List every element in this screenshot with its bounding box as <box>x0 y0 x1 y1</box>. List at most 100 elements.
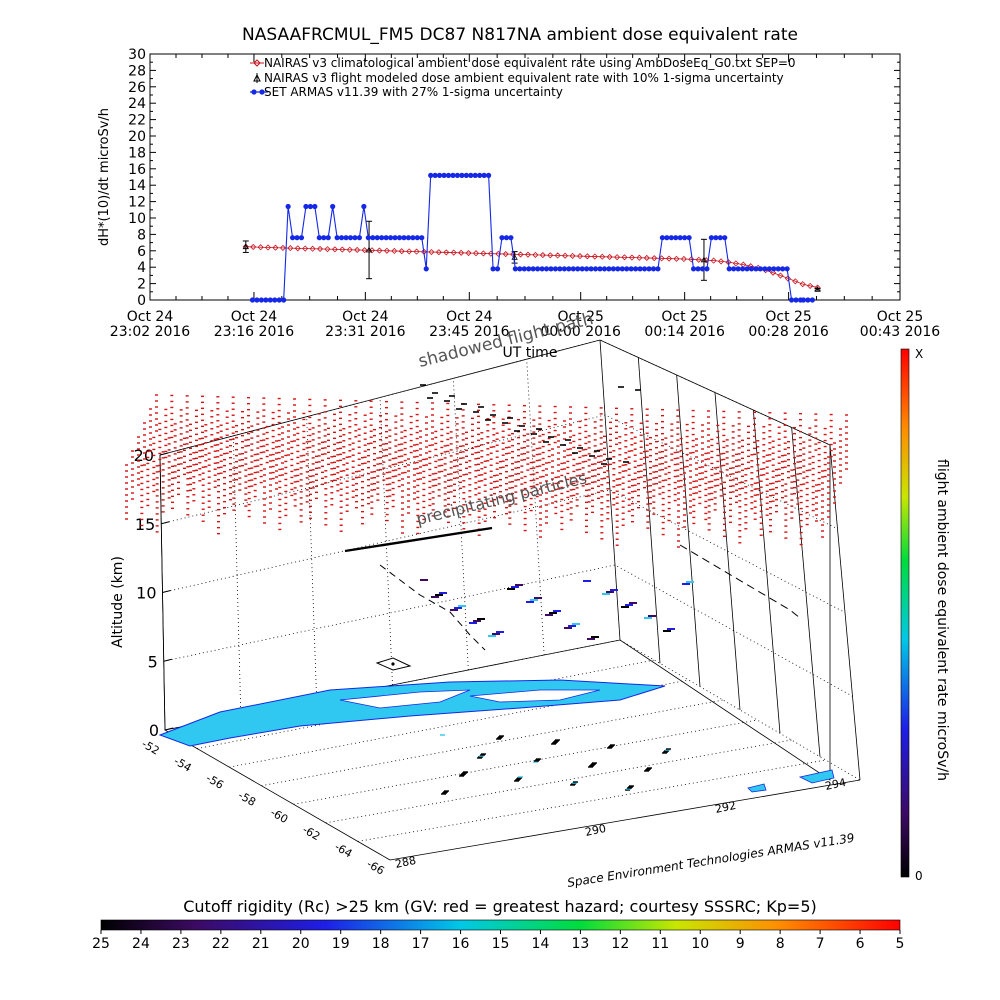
colorbar-tick-label: 13 <box>571 936 589 952</box>
altitude-axis: 0 5 10 15 20 <box>134 446 174 740</box>
data-point <box>443 249 450 256</box>
data-point <box>383 247 390 254</box>
data-point <box>370 235 376 241</box>
y-tick-label: 14 <box>128 178 146 194</box>
data-point <box>805 297 811 303</box>
data-point <box>621 254 628 261</box>
flight-path-shadow-markers <box>440 734 671 795</box>
data-point <box>321 235 327 241</box>
grid-line <box>452 378 469 671</box>
data-point <box>530 266 536 272</box>
dose-colored-markers <box>420 384 694 640</box>
data-point <box>521 266 527 272</box>
data-point <box>673 235 679 241</box>
data-point <box>494 266 501 272</box>
cruise-segment <box>344 526 493 553</box>
data-point <box>615 266 621 272</box>
data-point <box>257 244 264 251</box>
data-point <box>459 172 465 178</box>
data-point <box>739 266 746 272</box>
rigidity-colorbar <box>100 919 901 931</box>
x-tick-label-time: 23:16 2016 <box>214 324 295 340</box>
data-point <box>807 282 814 289</box>
data-point <box>428 248 435 256</box>
y-tick-label: 18 <box>128 145 146 161</box>
data-point <box>576 253 584 260</box>
longitude-tick-label: 292 <box>714 799 737 816</box>
data-point <box>316 235 322 241</box>
data-point <box>680 255 687 263</box>
z-tick <box>161 521 170 525</box>
colorbar-tick-label: 19 <box>332 936 350 952</box>
data-point <box>396 235 403 241</box>
data-point <box>445 172 452 178</box>
data-point <box>508 235 514 241</box>
rigidity-colorbar-label: Cutoff rigidity (Rc) >25 km (GV: red = g… <box>183 897 817 916</box>
data-point <box>365 235 371 241</box>
data-point <box>624 266 630 272</box>
latitude-tick-label: -54 <box>172 754 194 774</box>
floor-grid-line <box>293 719 758 805</box>
credit-text: Space Environment Technologies ARMAS v11… <box>566 831 855 890</box>
data-point <box>383 235 389 241</box>
data-point <box>405 235 412 241</box>
data-point <box>775 266 781 272</box>
y-tick-label: 0 <box>137 293 146 309</box>
contour-hole <box>339 689 471 709</box>
data-point <box>704 266 710 272</box>
data-point <box>766 266 772 272</box>
data-point <box>413 248 420 255</box>
grid-line <box>752 409 781 734</box>
data-point <box>554 252 561 259</box>
data-point <box>392 235 398 241</box>
data-point <box>717 258 725 265</box>
data-point <box>717 235 723 241</box>
latitude-tick-label: -64 <box>332 840 354 860</box>
data-point <box>722 235 728 241</box>
data-point <box>526 266 532 272</box>
legend-item-armas: SET ARMAS v11.39 with 27% 1-sigma uncert… <box>250 85 563 99</box>
data-point <box>700 256 708 263</box>
x-tick-label-time: 00:00 2016 <box>540 324 621 340</box>
grid-line <box>526 359 545 656</box>
data-point <box>597 266 603 272</box>
data-point <box>665 255 673 262</box>
colorbar-tick-label: 8 <box>776 936 785 952</box>
x-tick-label-time: 00:14 2016 <box>644 324 725 340</box>
data-point <box>570 266 576 272</box>
data-point <box>490 266 496 272</box>
data-point <box>249 297 256 303</box>
data-point <box>561 266 567 272</box>
data-point <box>265 244 272 251</box>
data-point <box>334 235 340 241</box>
legend-label: NAIRAS v3 flight modeled dose ambient eq… <box>264 71 784 85</box>
data-point <box>628 266 634 272</box>
data-point <box>713 235 719 241</box>
z-tick <box>159 452 169 456</box>
colorbar-tick-label: 22 <box>212 936 230 952</box>
chart-title: NASAAFRCMUL_FM5 DC87 N817NA ambient dose… <box>242 25 798 45</box>
data-point <box>325 235 331 241</box>
data-point <box>512 266 518 272</box>
data-point <box>699 266 706 272</box>
dose-rate-timeseries: NASAAFRCMUL_FM5 DC87 N817NA ambient dose… <box>97 25 940 361</box>
data-point <box>569 252 576 259</box>
colorbar-tick-label: 23 <box>172 936 190 952</box>
x-tick-label-time: 23:02 2016 <box>110 324 191 340</box>
x-tick-label-time: 23:45 2016 <box>429 324 510 340</box>
x-tick-label-time: 23:31 2016 <box>325 324 406 340</box>
data-point <box>450 172 456 178</box>
grid-line <box>163 564 853 697</box>
x-axis-label: UT time <box>503 345 558 361</box>
x-tick-label-date: Oct 25 <box>765 309 811 325</box>
x-tick-label-time: 00:28 2016 <box>748 324 829 340</box>
data-point <box>316 245 324 252</box>
y-tick-label: 22 <box>128 113 146 129</box>
data-point <box>655 266 661 272</box>
data-point <box>517 266 523 272</box>
data-point <box>502 250 509 258</box>
grid-line <box>791 427 821 757</box>
contour-region <box>747 783 767 793</box>
data-point <box>361 247 368 254</box>
